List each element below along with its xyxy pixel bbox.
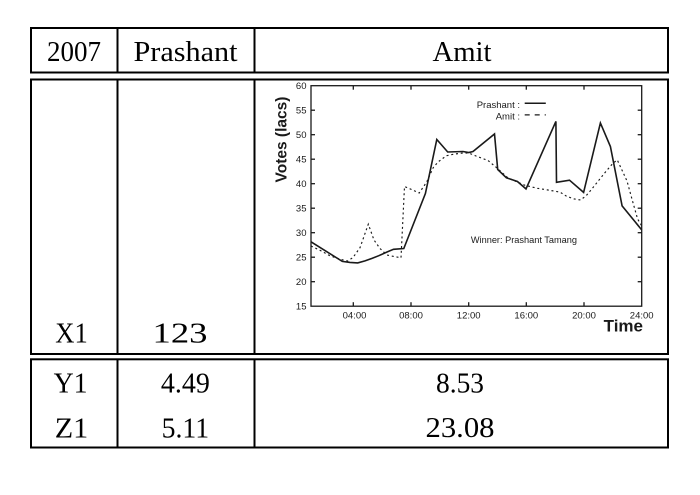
svg-text:25: 25 <box>296 253 307 264</box>
svg-text:Prashant: Prashant <box>134 36 238 68</box>
svg-text:50: 50 <box>296 130 307 141</box>
svg-text:2007: 2007 <box>47 36 101 68</box>
svg-text:08:00: 08:00 <box>399 311 423 322</box>
svg-text:30: 30 <box>296 228 307 239</box>
svg-text:35: 35 <box>296 204 307 215</box>
svg-text:Winner: Prashant Tamang: Winner: Prashant Tamang <box>471 235 577 245</box>
svg-text:04:00: 04:00 <box>343 311 367 322</box>
svg-text:60: 60 <box>296 81 307 92</box>
svg-text:45: 45 <box>296 155 307 166</box>
svg-text:4.49: 4.49 <box>161 368 210 400</box>
svg-text:15: 15 <box>296 302 307 313</box>
svg-text:Time: Time <box>604 317 643 336</box>
svg-text:12:00: 12:00 <box>457 311 481 322</box>
svg-text:Prashant :: Prashant : <box>477 100 520 111</box>
svg-text:40: 40 <box>296 179 307 190</box>
svg-text:Y1: Y1 <box>54 368 88 400</box>
svg-text:Amit :: Amit : <box>496 111 520 122</box>
svg-text:16:00: 16:00 <box>514 311 538 322</box>
svg-text:55: 55 <box>296 106 307 117</box>
svg-text:X1: X1 <box>55 318 88 350</box>
svg-text:Z1: Z1 <box>55 413 89 445</box>
svg-text:20: 20 <box>296 277 307 288</box>
svg-text:8.53: 8.53 <box>436 368 484 400</box>
svg-text:Votes (lacs): Votes (lacs) <box>274 97 291 183</box>
svg-text:Amit: Amit <box>433 36 492 68</box>
svg-text:20:00: 20:00 <box>572 311 596 322</box>
svg-text:5.11: 5.11 <box>162 413 210 445</box>
svg-text:24:00: 24:00 <box>630 311 654 322</box>
svg-text:23.08: 23.08 <box>426 412 495 444</box>
svg-text:123: 123 <box>153 318 208 350</box>
